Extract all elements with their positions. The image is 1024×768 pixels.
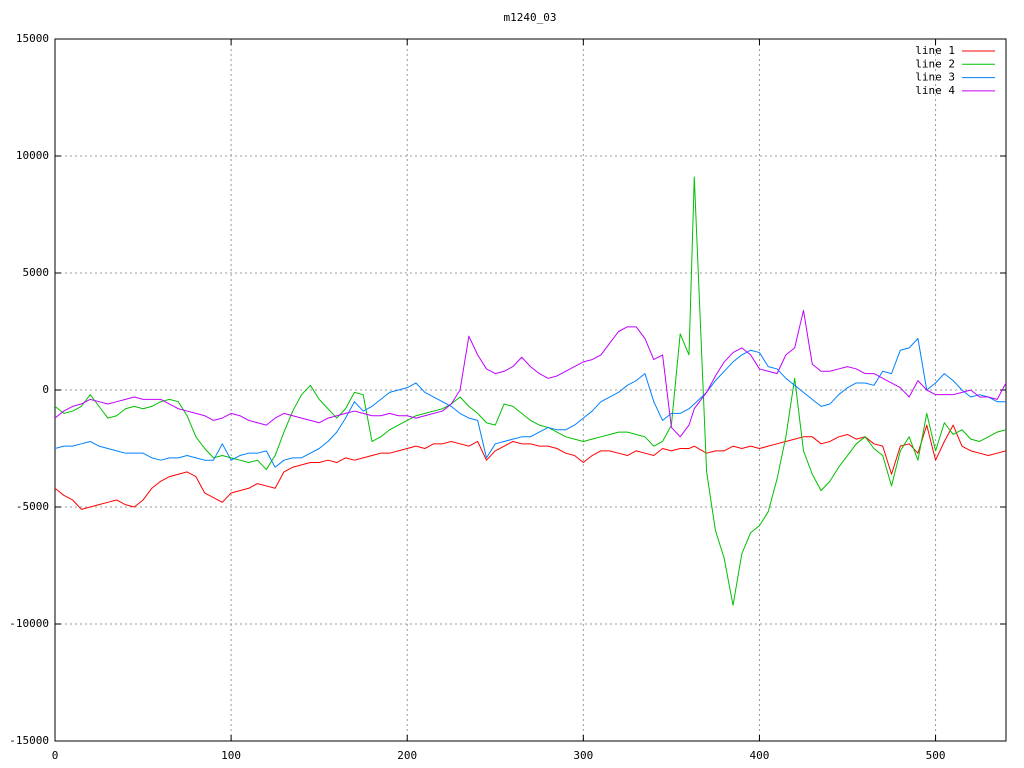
y-tick-label: -10000 [9,617,49,630]
x-tick-label: 500 [926,749,946,762]
legend-label: line 2 [915,57,955,70]
data-line [54,176,1007,606]
y-tick-label: -15000 [9,734,49,747]
x-tick-label: 0 [52,749,59,762]
legend-label: line 3 [915,71,955,84]
y-tick-label: 5000 [23,266,50,279]
chart-title: m1240_03 [504,11,557,24]
legend-label: line 4 [915,84,955,97]
x-tick-label: 200 [397,749,417,762]
data-line [54,338,1006,468]
x-tick-label: 400 [750,749,770,762]
data-line [54,309,1007,438]
plot-frame [54,38,1007,742]
y-tick-label: -5000 [16,500,49,513]
legend-label: line 1 [915,44,955,57]
y-tick-label: 15000 [16,32,49,45]
y-tick-label: 10000 [16,149,49,162]
x-tick-label: 300 [573,749,593,762]
y-tick-label: 0 [42,383,49,396]
data-line [54,424,1007,510]
x-tick-label: 100 [221,749,241,762]
